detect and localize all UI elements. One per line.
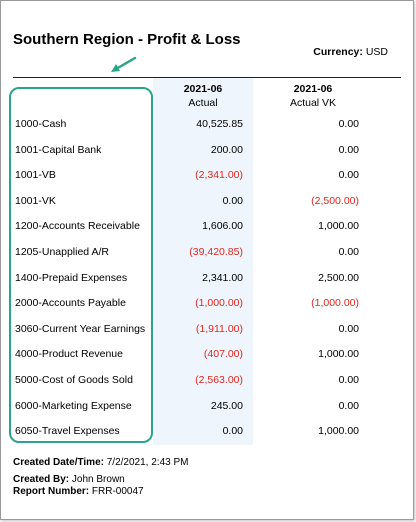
created-by: Created By: John Brown [13, 474, 125, 485]
created-by-value: John Brown [71, 474, 125, 485]
account-name: 1400-Prepaid Expenses [15, 271, 128, 284]
currency-info: Currency: USD [313, 46, 388, 58]
actual-value: (1,911.00) [195, 322, 243, 335]
column-subtitle: Actual [188, 97, 218, 109]
created-by-label: Created By: [13, 474, 70, 485]
currency-label: Currency: [313, 46, 363, 58]
actual-vk-value: 1,000.00 [318, 348, 359, 361]
account-name: 1001-Capital Bank [15, 143, 102, 156]
account-name: 1200-Accounts Receivable [15, 220, 140, 233]
report-number-value: FRR-00047 [91, 486, 144, 497]
actual-value: 2,341.00 [202, 271, 243, 284]
account-name: 1001-VK [15, 194, 56, 207]
account-name: 1001-VB [15, 169, 56, 182]
column-period: 2021-06 [183, 83, 223, 95]
actual-vk-value: 0.00 [338, 399, 359, 412]
actual-vk-value: (2,500.00) [311, 194, 359, 207]
table-row: 1200-Accounts Receivable 1,606.00 1,000.… [1, 215, 413, 241]
actual-value: (2,563.00) [195, 373, 243, 386]
actual-value: 0.00 [222, 425, 243, 438]
account-name: 3060-Current Year Earnings [15, 322, 146, 335]
actual-vk-value: 0.00 [338, 322, 359, 335]
column-header-actual: 2021-06 Actual [153, 82, 253, 110]
created-datetime: Created Date/Time: 7/2/2021, 2:43 PM [13, 457, 188, 468]
actual-value: (407.00) [203, 348, 243, 361]
actual-vk-value: 0.00 [338, 245, 359, 258]
actual-value: 1,606.00 [202, 220, 243, 233]
actual-column-shade [153, 78, 253, 445]
table-row: 6000-Marketing Expense 245.00 0.00 [1, 395, 413, 421]
table-row: 6050-Travel Expenses 0.00 1,000.00 [1, 420, 413, 446]
actual-vk-value: 1,000.00 [318, 220, 359, 233]
table-row: 1000-Cash 40,525.85 0.00 [1, 113, 413, 139]
actual-vk-value: (1,000.00) [311, 297, 359, 310]
account-name: 6050-Travel Expenses [15, 425, 120, 438]
created-value: 7/2/2021, 2:43 PM [106, 457, 189, 468]
report-number-label: Report Number: [13, 486, 90, 497]
table-row: 3060-Current Year Earnings (1,911.00) 0.… [1, 318, 413, 344]
actual-value: 200.00 [210, 143, 243, 156]
actual-value: (1,000.00) [195, 297, 243, 310]
table-row: 1001-VK 0.00 (2,500.00) [1, 190, 413, 216]
account-name: 6000-Marketing Expense [15, 399, 132, 412]
table-row: 1001-Capital Bank 200.00 0.00 [1, 139, 413, 165]
actual-vk-value: 1,000.00 [318, 425, 359, 438]
actual-value: 245.00 [210, 399, 243, 412]
arrow-icon [111, 56, 137, 72]
header-rule [13, 77, 401, 78]
table-row: 2000-Accounts Payable (1,000.00) (1,000.… [1, 292, 413, 318]
table-row: 1001-VB (2,341.00) 0.00 [1, 164, 413, 190]
report-number: Report Number: FRR-00047 [13, 486, 144, 497]
actual-vk-value: 0.00 [338, 118, 359, 130]
account-name: 5000-Cost of Goods Sold [15, 373, 133, 386]
column-header-actual-vk: 2021-06 Actual VK [263, 82, 363, 110]
account-name: 4000-Product Revenue [15, 348, 123, 361]
actual-value: (2,341.00) [195, 169, 243, 182]
account-column-highlight [9, 87, 153, 443]
account-name: 1000-Cash [15, 118, 67, 130]
actual-vk-value: 0.00 [338, 373, 359, 386]
actual-value: (39,420.85) [189, 245, 243, 258]
column-period: 2021-06 [293, 83, 333, 95]
account-name: 2000-Accounts Payable [15, 297, 126, 310]
actual-vk-value: 0.00 [338, 143, 359, 156]
actual-value: 0.00 [222, 194, 243, 207]
actual-value: 40,525.85 [196, 118, 243, 130]
column-subtitle: Actual VK [289, 97, 337, 109]
account-name: 1205-Unapplied A/R [15, 245, 109, 258]
currency-value: USD [365, 46, 388, 58]
table-row: 4000-Product Revenue (407.00) 1,000.00 [1, 343, 413, 369]
created-label: Created Date/Time: [13, 457, 104, 468]
table-row: 1205-Unapplied A/R (39,420.85) 0.00 [1, 241, 413, 267]
table-row: 1400-Prepaid Expenses 2,341.00 2,500.00 [1, 267, 413, 293]
actual-vk-value: 0.00 [338, 169, 359, 182]
table-row: 5000-Cost of Goods Sold (2,563.00) 0.00 [1, 369, 413, 395]
report-title: Southern Region - Profit & Loss [13, 31, 241, 48]
account-rows: 1000-Cash 40,525.85 0.00 1001-Capital Ba… [1, 113, 413, 446]
actual-vk-value: 2,500.00 [318, 271, 359, 284]
